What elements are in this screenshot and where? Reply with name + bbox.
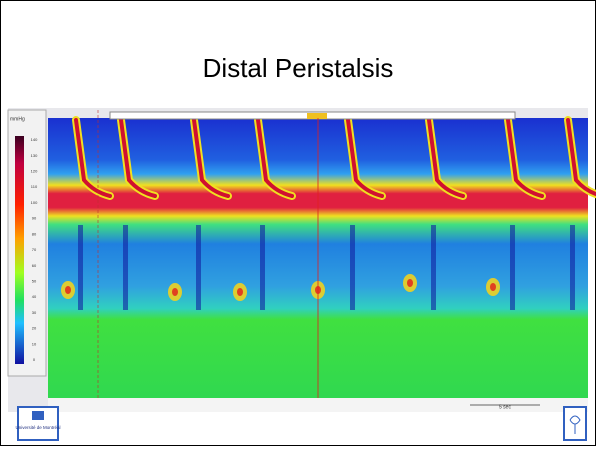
scale-tick-label: 120 — [31, 168, 38, 173]
unit-label: mmHg — [10, 116, 25, 122]
pressure-core — [237, 288, 243, 296]
scale-tick-label: 80 — [32, 231, 37, 236]
slide-title: Distal Peristalsis — [203, 53, 394, 83]
contraction — [350, 225, 355, 310]
contraction — [123, 225, 128, 310]
scale-tick-label: 100 — [31, 200, 38, 205]
scale-tick-label: 110 — [31, 184, 38, 189]
marker — [307, 113, 327, 119]
scale-tick-label: 70 — [32, 247, 37, 252]
scale-tick-label: 140 — [31, 137, 38, 142]
scale-tick-label: 40 — [32, 294, 37, 299]
contraction — [78, 225, 83, 310]
contraction — [510, 225, 515, 310]
pressure-core — [490, 283, 496, 291]
slide: Distal Peristalsis mmHg 140 130 120 110 100 9… — [0, 0, 596, 446]
pressure-core — [65, 286, 71, 294]
pressure-core — [407, 279, 413, 287]
logo-left-text: Université de Montréal — [15, 425, 60, 430]
pressure-core — [172, 288, 178, 296]
contraction — [431, 225, 436, 310]
scale-tick-label: 30 — [32, 310, 37, 315]
contraction — [260, 225, 265, 310]
scale-tick-label: 130 — [31, 153, 38, 158]
colorbar — [15, 136, 24, 364]
scale-tick-label: 90 — [32, 216, 37, 221]
colorbar-panel — [8, 110, 46, 376]
scale-tick-label: 20 — [32, 326, 37, 331]
contraction — [196, 225, 201, 310]
scale-tick-label: 50 — [32, 278, 37, 283]
contraction — [570, 225, 575, 310]
scale-tick-label: 60 — [32, 263, 37, 268]
scale-tick-label: 10 — [32, 341, 37, 346]
logo-emblem — [32, 411, 44, 420]
time-scale-label: 5 sec — [499, 404, 511, 410]
